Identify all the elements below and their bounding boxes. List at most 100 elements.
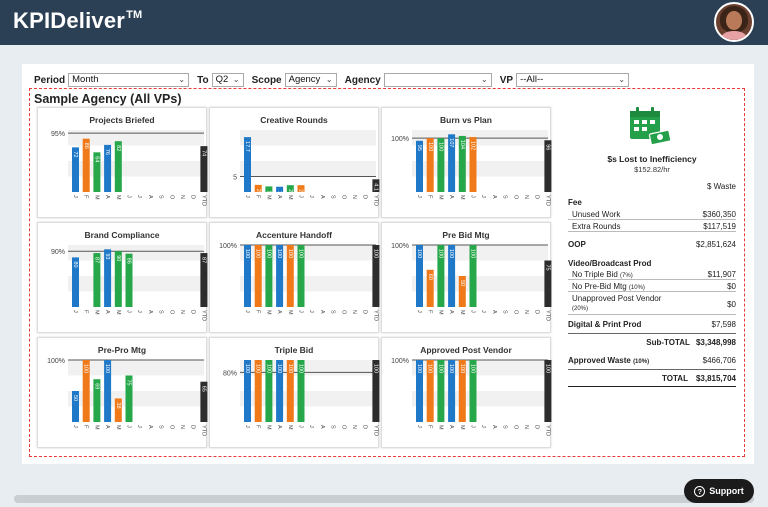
target-label: 100% [219,243,237,250]
support-button[interactable]: ? Support [684,479,754,503]
grid-band [68,375,204,391]
bar-j [297,185,305,192]
tick-label: M [287,425,293,430]
tick-label: F [427,195,433,199]
extra-rounds-row: Extra Rounds $117,519 [568,222,736,232]
tick-label: S [158,425,164,429]
bar-value-label: 2.2 [287,189,293,197]
bar-value-label: 17.7 [244,141,250,152]
chart-triple-bid: Triple Bid 80% 100 J 100 F 100 M 100 A 100 M 100 J J A S… [209,337,380,448]
tick-label: F [83,425,89,429]
tick-label: O [512,195,518,200]
tick-label: J [244,310,250,313]
unused-work-row: Unused Work $360,350 [568,210,736,220]
grid-band [412,375,548,391]
tick-label: M [265,425,271,430]
vp-select[interactable]: --All-- ⌄ [516,73,630,87]
grid-band [68,406,204,422]
scope-select[interactable]: Agency ⌄ [284,73,337,87]
grid-band [412,276,548,292]
bar-value-label: 60 [427,274,433,280]
bar-j [297,245,305,307]
tick-label: D [190,195,196,199]
avatar[interactable] [714,2,754,42]
bar-a [448,134,456,192]
grid-band [240,130,376,146]
bar-value-label: 100 [448,364,454,373]
period-select[interactable]: Month ⌄ [68,73,190,87]
tick-label: J [244,425,250,428]
tick-label: A [319,195,325,199]
tick-label: O [340,425,346,430]
tick-label: A [491,310,497,314]
chart-title: Creative Rounds [260,115,328,125]
tick-label: A [276,425,282,429]
tick-label: J [136,425,142,428]
bar-value-label: 87 [93,257,99,263]
tick-label: A [147,425,153,429]
bar-value-label: 82 [115,145,121,151]
tick-label: S [158,310,164,314]
bar-ytd [372,360,380,422]
chevron-down-icon: ⌄ [618,75,626,84]
tick-label: O [168,425,174,430]
grid-band [412,391,548,407]
tick-label: S [330,195,336,199]
grid-band [412,176,548,192]
to-select[interactable]: Q2 ⌄ [211,73,244,87]
bar-value-label: 100 [244,364,250,373]
grid-band [240,375,376,391]
grid-band [412,360,548,376]
tick-label: M [437,195,443,200]
tick-label: M [115,310,121,315]
tick-label: D [534,310,540,314]
tick-label: S [502,195,508,199]
tick-label: S [330,425,336,429]
tick-label: N [351,310,357,314]
tick-label: YTD [372,195,378,206]
tick-label: M [459,425,465,430]
bar-m [93,152,101,192]
tick-label: S [502,425,508,429]
tick-label: YTD [372,310,378,321]
grid-band [240,260,376,276]
tick-label: J [126,310,132,313]
tick-label: D [534,195,540,199]
bar-value-label: 86 [126,258,132,264]
bar-f [82,138,90,192]
agency-select[interactable]: ⌄ [383,73,492,87]
bar-value-label: 65 [200,386,206,392]
tick-label: M [265,195,271,200]
bar-m [93,379,101,422]
app-title: KPIDeliverTM [13,8,143,33]
bar-m [286,360,294,422]
horizontal-scrollbar[interactable] [14,495,754,503]
unapproved-row: Unapproved Post Vendor (20%) $0 [568,294,736,315]
bar-value-label: 100 [470,249,476,258]
bar-j [244,360,251,422]
tick-label: J [470,425,476,428]
bar-a [104,249,112,307]
approved-waste-row: Approved Waste (10%) $466,706 [568,356,736,365]
bar-j [125,375,133,422]
bar-j [244,137,251,192]
grid-band [240,176,376,192]
tick-label: O [512,310,518,315]
tick-label: J [72,195,78,198]
grid-band [68,245,204,261]
tick-label: A [448,425,454,429]
total-row: TOTAL $3,815,704 [662,374,736,383]
bar-value-label: 100 [255,364,261,373]
bar-m [286,185,294,192]
tick-label: N [523,310,529,314]
bar-j [125,253,133,307]
bar-a [104,360,112,422]
tick-label: M [459,195,465,200]
tick-label: F [427,425,433,429]
bar-m [265,360,273,422]
grid-band [68,391,204,407]
bar-value-label: 64 [93,156,99,162]
bar-value-label: 86 [83,143,89,149]
chevron-down-icon: ⌄ [481,75,488,84]
